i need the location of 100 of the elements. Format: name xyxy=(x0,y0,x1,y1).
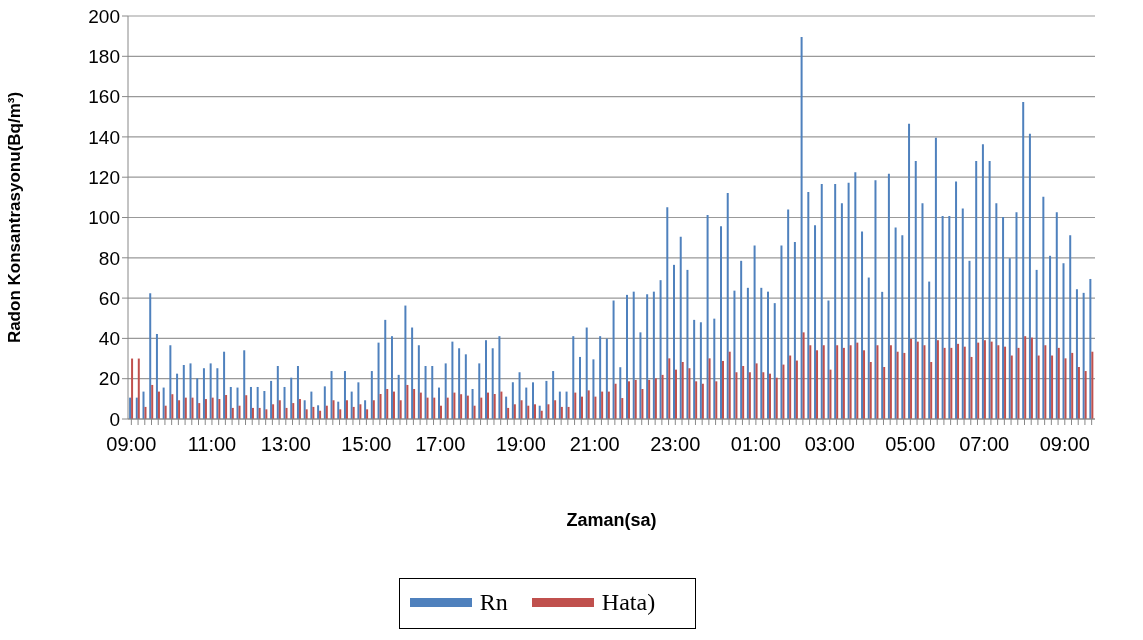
bar xyxy=(990,341,993,419)
bar xyxy=(560,406,563,419)
bar xyxy=(1082,292,1085,419)
bar xyxy=(298,399,301,419)
bar xyxy=(957,343,960,419)
bar xyxy=(903,352,906,419)
bar xyxy=(930,361,933,419)
bar xyxy=(876,345,879,419)
bar xyxy=(995,203,998,419)
bar xyxy=(968,260,971,419)
bar xyxy=(834,184,837,419)
bar xyxy=(755,363,758,419)
bar xyxy=(728,351,731,419)
bar xyxy=(484,340,487,419)
bar xyxy=(466,395,469,419)
bar xyxy=(641,388,644,419)
bar xyxy=(740,260,743,419)
bar xyxy=(359,404,362,419)
bar xyxy=(639,332,642,419)
bar xyxy=(453,392,456,419)
bar xyxy=(285,407,288,419)
bar xyxy=(1062,263,1065,419)
bar xyxy=(1051,355,1054,419)
bar xyxy=(686,269,689,419)
bar xyxy=(256,386,259,419)
bar xyxy=(693,319,696,419)
bar xyxy=(847,182,850,419)
bar xyxy=(431,366,434,419)
x-tick-label: 07:00 xyxy=(959,433,1010,456)
bar xyxy=(366,409,369,419)
bar xyxy=(332,400,335,419)
bar xyxy=(131,358,134,419)
bar xyxy=(701,383,704,419)
bar xyxy=(251,407,254,419)
bar xyxy=(554,400,557,419)
bar xyxy=(392,391,395,419)
bar xyxy=(296,366,299,419)
bar xyxy=(673,264,676,419)
bar xyxy=(842,347,845,419)
bar xyxy=(283,386,286,419)
bar xyxy=(505,396,508,419)
bar xyxy=(426,397,429,419)
bar xyxy=(525,387,528,419)
bar xyxy=(305,409,308,419)
bar xyxy=(511,382,514,419)
bar xyxy=(699,322,702,419)
bar xyxy=(795,360,798,419)
bar xyxy=(735,372,738,419)
bar xyxy=(135,397,138,419)
bar xyxy=(446,397,449,419)
bar xyxy=(229,386,232,419)
bar xyxy=(243,350,246,419)
bar xyxy=(648,379,651,419)
bar xyxy=(478,363,481,419)
bar xyxy=(668,358,671,419)
bar xyxy=(202,368,205,419)
bar xyxy=(981,144,984,419)
bar xyxy=(908,123,911,419)
bar xyxy=(1035,269,1038,419)
bar xyxy=(874,180,877,419)
bar xyxy=(209,363,212,419)
bar xyxy=(545,380,548,419)
bar xyxy=(863,350,866,419)
bar xyxy=(330,371,333,419)
bar xyxy=(997,345,1000,419)
bar xyxy=(444,363,447,419)
bar xyxy=(713,318,716,419)
bar xyxy=(471,388,474,419)
bar xyxy=(861,231,864,419)
bar xyxy=(384,319,387,419)
bar xyxy=(809,345,812,419)
bar xyxy=(753,245,756,419)
bar xyxy=(500,391,503,419)
bar xyxy=(1071,352,1074,419)
legend-label: Rn xyxy=(479,589,508,616)
bar xyxy=(513,404,516,419)
bar xyxy=(216,368,219,419)
bar xyxy=(789,355,792,419)
bar xyxy=(1028,133,1031,419)
bar xyxy=(1022,102,1025,419)
bar xyxy=(343,371,346,419)
bar xyxy=(1084,371,1087,419)
bar xyxy=(258,407,261,419)
bar xyxy=(1008,258,1011,419)
bar xyxy=(849,345,852,419)
bar xyxy=(345,400,348,419)
bar xyxy=(614,383,617,419)
bar xyxy=(317,405,320,419)
bar xyxy=(1049,255,1052,419)
bar xyxy=(679,236,682,419)
bar xyxy=(424,366,427,419)
bar xyxy=(762,372,765,419)
bar xyxy=(263,390,266,419)
bar xyxy=(1064,358,1067,419)
bar xyxy=(223,351,226,419)
bar xyxy=(827,300,830,419)
bar xyxy=(654,378,657,419)
bar xyxy=(547,404,550,419)
x-tick-label: 17:00 xyxy=(415,433,466,456)
bar xyxy=(162,387,165,419)
